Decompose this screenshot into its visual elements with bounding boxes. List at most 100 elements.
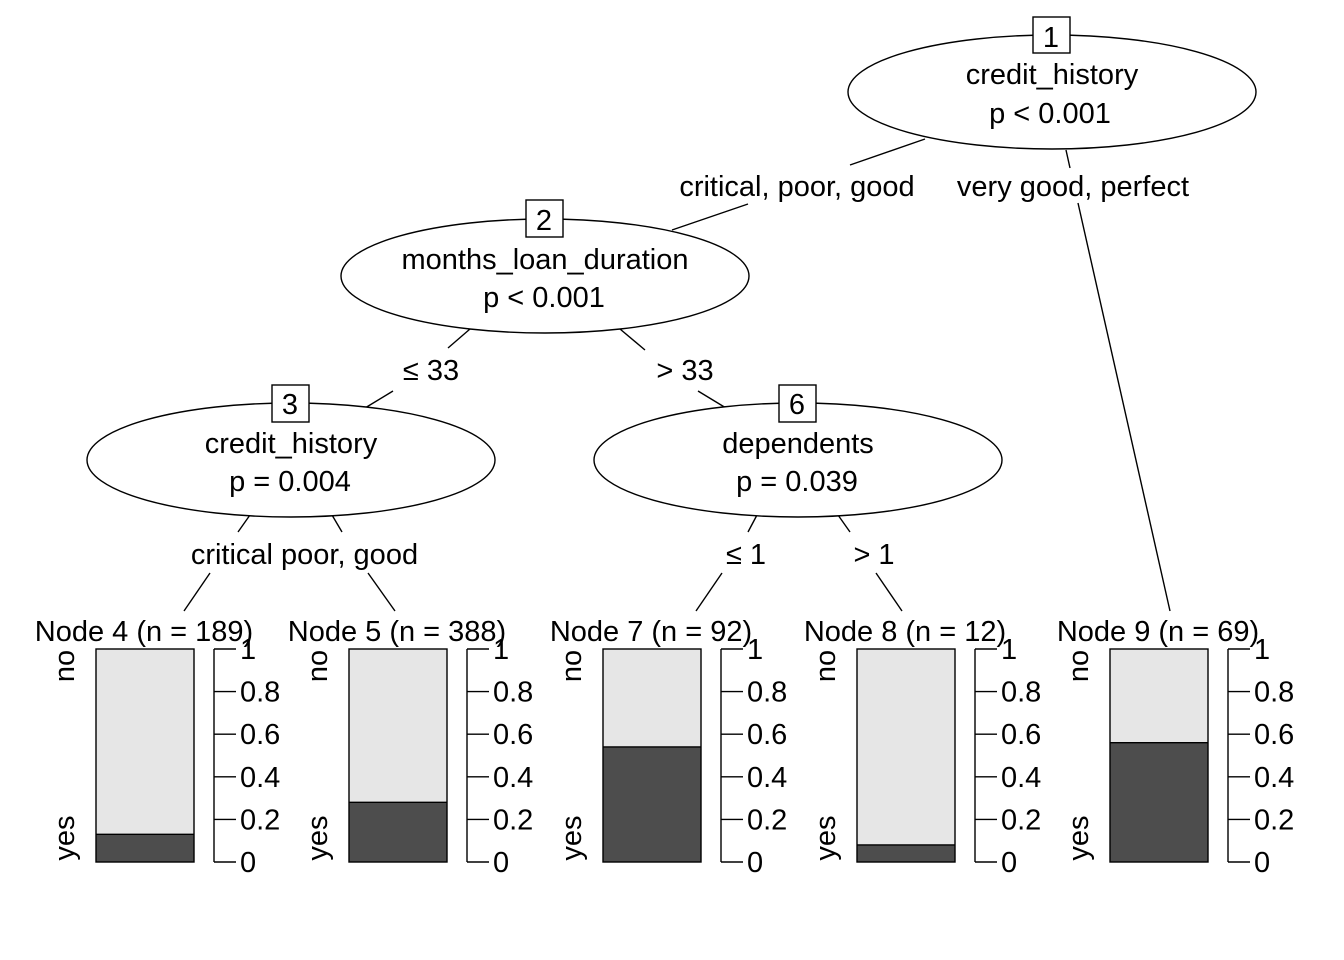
node-id-box [1032, 16, 1071, 54]
bar-segment-no [1110, 649, 1208, 743]
node-variable: credit_history [205, 428, 378, 460]
y-tick-label: 0.2 [493, 804, 533, 836]
y-tick-label: 0.6 [240, 719, 280, 751]
edge-1-9a [1065, 149, 1071, 169]
edge-2-3b [364, 390, 394, 409]
edge-label-3-4: critical [191, 539, 273, 571]
class-label-no: no [49, 650, 81, 682]
terminal-node-title: Node 4 (n = 189) [35, 616, 253, 648]
bar-frame [602, 648, 702, 863]
edge-6-7a [747, 514, 758, 533]
class-label-no: no [1063, 650, 1095, 682]
class-label-yes: yes [302, 815, 334, 860]
edge-1-2b [671, 203, 749, 231]
y-tick-label: 0.4 [493, 762, 533, 794]
y-tick-label: 0 [1001, 847, 1017, 879]
terminal-node-title: Node 7 (n = 92) [550, 616, 752, 648]
y-tick-label: 0.4 [747, 762, 787, 794]
tree-edges [183, 138, 1171, 612]
node-variable: months_loan_duration [402, 244, 689, 276]
y-tick-label: 0.6 [1254, 719, 1294, 751]
node-p-value: p < 0.001 [483, 282, 605, 314]
class-label-no: no [556, 650, 588, 682]
node-id: 6 [789, 389, 805, 421]
node-p-value: p = 0.004 [229, 466, 351, 498]
class-label-yes: yes [556, 815, 588, 860]
y-tick-label: 0.2 [1254, 804, 1294, 836]
y-tick-label: 0.6 [493, 719, 533, 751]
y-tick-label: 0.8 [747, 677, 787, 709]
y-tick-label: 0.8 [1254, 677, 1294, 709]
edge-3-5b [367, 572, 396, 612]
node-id: 3 [282, 389, 298, 421]
edge-3-4b [183, 572, 211, 612]
edge-labels: critical, poor, good very good, perfect … [191, 171, 1189, 571]
edge-label-1-9: very good, perfect [957, 171, 1189, 203]
node-id-box [525, 199, 564, 238]
y-tick-label: 0.8 [240, 677, 280, 709]
node-variable: credit_history [966, 59, 1139, 91]
node-id-box [778, 384, 817, 423]
edge-label-3-5: poor, good [281, 539, 418, 571]
bar-segment-no [349, 649, 447, 803]
y-tick-label: 0.2 [747, 804, 787, 836]
edge-label-6-7: ≤ 1 [726, 539, 766, 571]
y-tick-label: 0 [747, 847, 763, 879]
terminal-node-panel: Node 8 (n = 12)no yes 0 0.2 0.4 0.6 0.8 1 [804, 616, 1041, 879]
class-label-no: no [302, 650, 334, 682]
y-tick-label: 0.6 [1001, 719, 1041, 751]
class-label-yes: yes [1063, 815, 1095, 860]
y-tick-label: 0.4 [240, 762, 280, 794]
node-id: 2 [536, 205, 552, 237]
edge-3-4a [237, 514, 251, 533]
y-tick-label: 0.2 [1001, 804, 1041, 836]
terminal-node-title: Node 9 (n = 69) [1057, 616, 1259, 648]
bar-segment-yes [349, 802, 447, 862]
edge-6-7b [695, 572, 723, 612]
bar-frame [1109, 648, 1209, 863]
edge-label-1-2: critical, poor, good [679, 171, 914, 203]
y-tick-label: 0.8 [1001, 677, 1041, 709]
node-id-box [271, 384, 310, 423]
y-tick-label: 1 [240, 634, 256, 666]
bar-segment-no [603, 649, 701, 747]
edge-label-2-6: > 33 [656, 355, 713, 387]
y-tick-label: 0.4 [1001, 762, 1041, 794]
class-label-yes: yes [49, 815, 81, 860]
node-p-value: p < 0.001 [989, 98, 1111, 130]
bar-segment-no [857, 649, 955, 845]
bar-segment-yes [857, 844, 955, 862]
y-tick-label: 0.8 [493, 677, 533, 709]
y-tick-label: 0.2 [240, 804, 280, 836]
bar-segment-yes [1110, 742, 1208, 862]
y-tick-label: 0.4 [1254, 762, 1294, 794]
edge-2-6a [619, 328, 646, 351]
terminal-node-panel: Node 7 (n = 92)no yes 0 0.2 0.4 0.6 0.8 1 [550, 616, 787, 879]
node-p-value: p = 0.039 [736, 466, 858, 498]
inner-node-3: 3 credit_history p = 0.004 [86, 384, 496, 518]
terminal-nodes: Node 4 (n = 189)noyes00.20.40.60.81Node … [35, 616, 1295, 879]
y-tick-label: 0 [493, 847, 509, 879]
bar-segment-yes [603, 746, 701, 862]
edge-label-2-3: ≤ 33 [403, 355, 459, 387]
inner-node-2: 2 months_loan_duration p < 0.001 [340, 199, 750, 334]
bar-frame [348, 648, 448, 863]
bar-frame [95, 648, 195, 863]
y-tick-label: 1 [1001, 634, 1017, 666]
inner-node-6: 6 dependents p = 0.039 [593, 384, 1003, 518]
terminal-node-panel: Node 5 (n = 388)no yes 0 0.2 0.4 0.6 0.8 1 [288, 616, 534, 879]
edge-6-8a [837, 514, 851, 533]
node-variable: dependents [722, 428, 874, 460]
terminal-node-title: Node 8 (n = 12) [804, 616, 1006, 648]
y-tick-label: 1 [747, 634, 763, 666]
edge-label-6-8: > 1 [853, 539, 894, 571]
bar-segment-no [96, 649, 194, 835]
terminal-node-panel: Node 4 (n = 189)no yes 0 0.2 0.4 0.6 0.8 1 [35, 616, 281, 879]
edge-1-2a [849, 138, 926, 166]
terminal-node-panel: Node 9 (n = 69)no yes 0 0.2 0.4 0.6 0.8 1 [1057, 616, 1294, 879]
class-label-yes: yes [810, 815, 842, 860]
bar-frame [856, 648, 956, 863]
class-label-no: no [810, 650, 842, 682]
y-tick-label: 0.6 [747, 719, 787, 751]
